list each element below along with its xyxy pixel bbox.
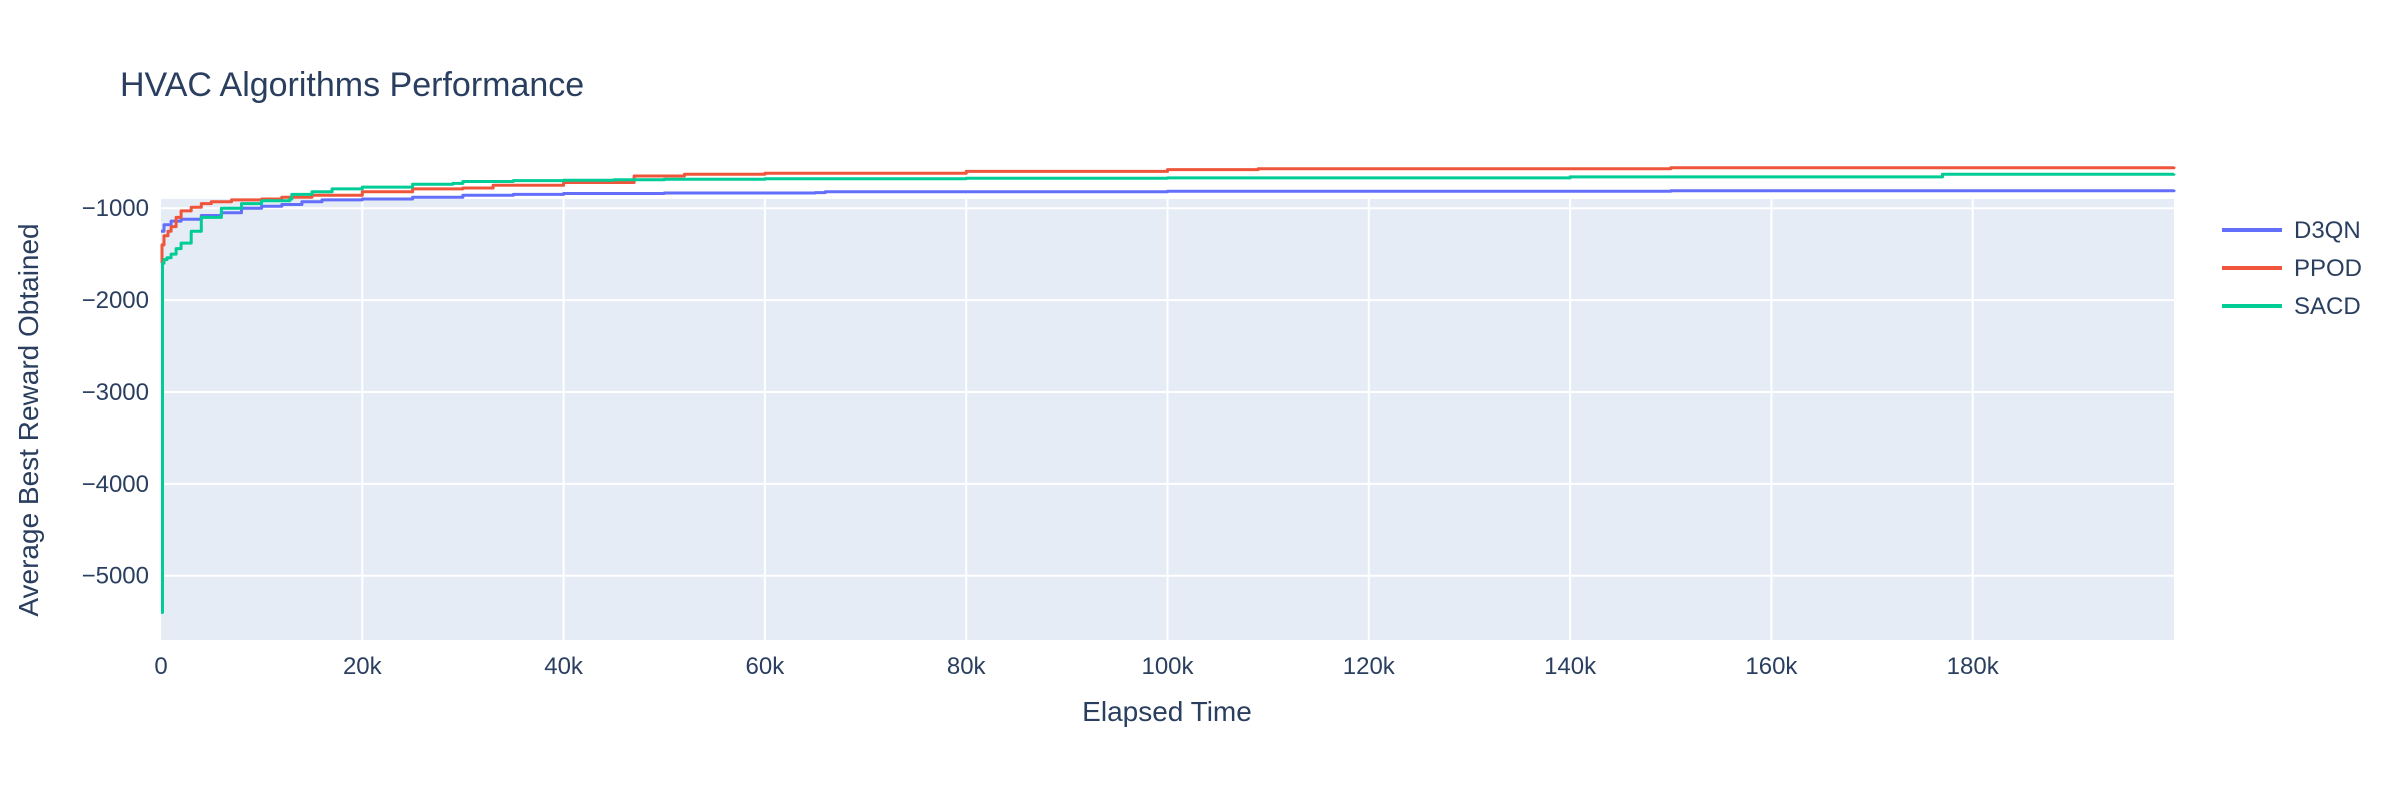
x-tick-label: 100k [1141, 653, 1194, 680]
legend-label: D3QN [2294, 217, 2361, 244]
y-tick-label: −2000 [82, 287, 149, 314]
x-tick-label: 40k [544, 653, 584, 680]
x-tick-label: 140k [1544, 653, 1597, 680]
legend-label: PPOD [2294, 255, 2362, 282]
y-tick-label: −3000 [82, 379, 149, 406]
x-tick-label: 0 [154, 653, 167, 680]
chart-title: HVAC Algorithms Performance [120, 66, 585, 104]
x-tick-label: 80k [947, 653, 987, 680]
x-tick-label: 180k [1947, 653, 2000, 680]
legend-item-sacd[interactable]: SACD [2222, 293, 2361, 320]
y-tick-label: −5000 [82, 563, 149, 590]
legend-item-ppod[interactable]: PPOD [2222, 255, 2362, 282]
series-line-sacd [161, 172, 2176, 614]
x-tick-label: 20k [343, 653, 383, 680]
series-lines [160, 166, 2176, 614]
legend-item-d3qn[interactable]: D3QN [2222, 217, 2361, 244]
y-tick-labels: −1000 −2000 −3000 −4000 −5000 [82, 195, 149, 590]
x-tick-label: 160k [1745, 653, 1798, 680]
y-tick-label: −1000 [82, 195, 149, 222]
x-axis-label: Elapsed Time [1082, 696, 1252, 727]
x-tick-labels: 0 20k 40k 60k 80k 100k 120k 140k 160k 180k [154, 653, 1999, 680]
grid-lines [161, 199, 2174, 640]
legend: D3QN PPOD SACD [2222, 217, 2362, 320]
legend-label: SACD [2294, 293, 2361, 320]
x-tick-label: 120k [1343, 653, 1396, 680]
x-tick-label: 60k [746, 653, 786, 680]
y-axis-label: Average Best Reward Obtained [13, 223, 44, 616]
y-tick-label: −4000 [82, 471, 149, 498]
